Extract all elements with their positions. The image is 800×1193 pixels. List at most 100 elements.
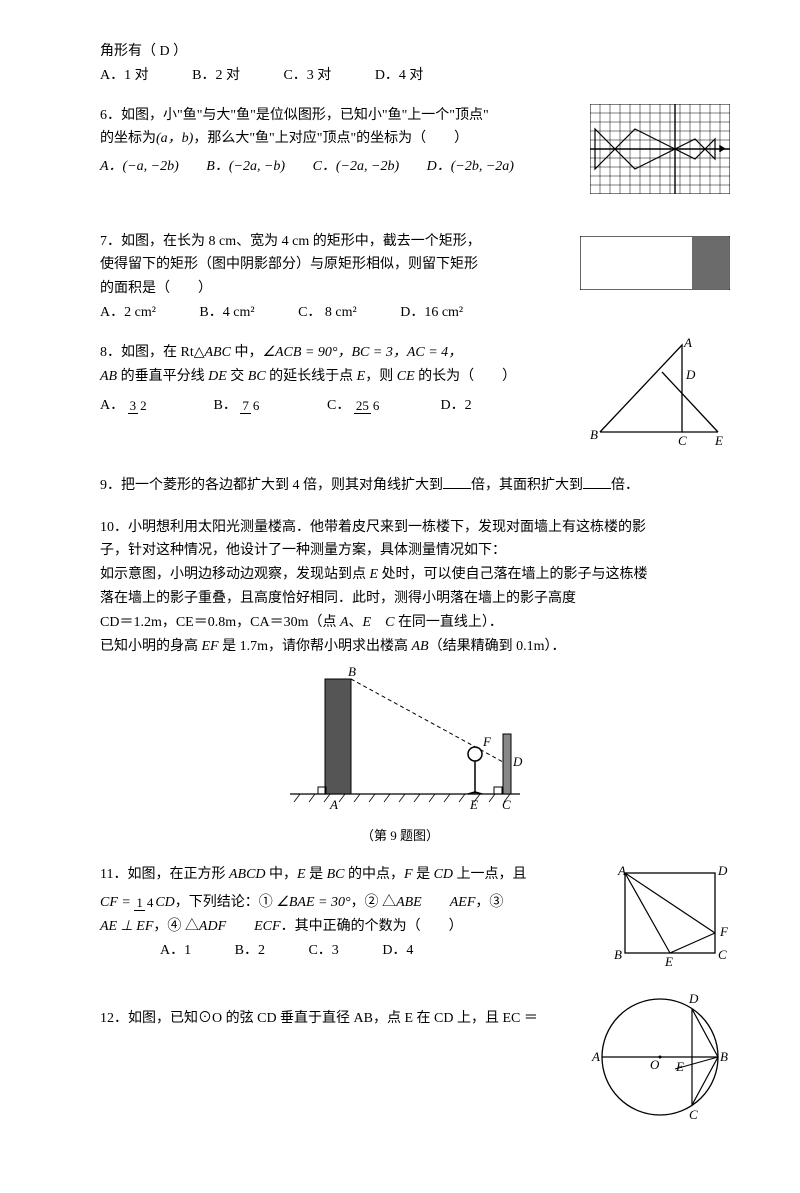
q11-fd: 4 xyxy=(145,895,156,910)
q11-aef: AEF xyxy=(450,895,476,910)
q11-cf: CF = xyxy=(100,895,134,910)
q11-bc: BC xyxy=(327,867,345,882)
q7-options: A．2 cm² B．4 cm² C． 8 cm² D．16 cm² xyxy=(100,301,700,325)
question-10: 10．小明想利用太阳光测量楼高．他带着皮尺来到一栋楼下，发现对面墙上有这栋楼的影… xyxy=(100,516,700,848)
q8-de: DE xyxy=(208,369,227,384)
q11-adf: ADF xyxy=(199,919,226,934)
q8-lblA: A xyxy=(683,337,692,350)
q10-l6p: （结果精确到 0.1m）． xyxy=(429,639,566,654)
q10-l5p: 在同一直线上）． xyxy=(394,615,503,630)
blank-2 xyxy=(583,474,611,489)
q6-opt-b: B．(−2a, −b) xyxy=(206,155,285,179)
q8-optB: B． 76 xyxy=(214,394,324,418)
q11-1a: 11．如图，在正方形 xyxy=(100,867,229,882)
q6-coord: (a，b) xyxy=(156,131,193,146)
q8-cn: 25 xyxy=(354,398,371,414)
q11-abcd: ABCD xyxy=(229,867,266,882)
q7-figure xyxy=(580,236,730,299)
q6-l2-post: ，那么大"鱼"上对应"顶点"的坐标为（ ） xyxy=(193,131,468,146)
q11-1f: 上一点，且 xyxy=(453,867,527,882)
q8-lblC: C xyxy=(678,433,687,447)
q8-la: A． xyxy=(100,398,124,413)
q7-opt-a: A．2 cm² xyxy=(100,301,156,325)
q11-cd: CD xyxy=(434,867,453,882)
q5-opt-a: A．1 对 xyxy=(100,64,149,88)
q10-l6a: 已知小明的身高 xyxy=(100,639,202,654)
q12O: O xyxy=(650,1057,660,1072)
q11-2c: ，③ xyxy=(475,895,503,910)
q11D: D xyxy=(717,863,728,878)
q10-l6AB: AB xyxy=(412,639,429,654)
q8-lb: B． xyxy=(214,398,237,413)
q9-a: 9．把一个菱形的各边都扩大到 4 倍，则其对角线扩大到 xyxy=(100,478,443,493)
q6-opt-c: C．(−2a, −2b) xyxy=(313,155,400,179)
q11-figure: A D B C E F xyxy=(610,863,730,977)
q10-l6m: 是 1.7m，请你帮小明求出楼高 xyxy=(219,639,412,654)
q5-options: A．1 对 B．2 对 C．3 对 D．4 对 xyxy=(100,64,700,88)
q10-l5E: E xyxy=(363,615,372,630)
q8-bc: BC xyxy=(248,369,266,384)
q11-1c: 是 xyxy=(306,867,327,882)
question-6: 6．如图，小"鱼"与大"鱼"是位似图形，已知小"鱼"上一个"顶点" 的坐标为(a… xyxy=(100,104,700,214)
q11-od: D．4 xyxy=(382,939,413,963)
q10-l6: 已知小明的身高 EF 是 1.7m，请你帮小明求出楼高 AB（结果精确到 0.1… xyxy=(100,635,700,659)
q10B: B xyxy=(348,664,356,679)
question-11: A D B C E F 11．如图，在正方形 ABCD 中，E 是 BC 的中点… xyxy=(100,863,700,983)
q11B: B xyxy=(614,947,622,962)
question-12: A B D C E O 12．如图，已知⊙O 的弦 CD 垂直于直径 AB，点 … xyxy=(100,1007,700,1137)
q10-l3E: E xyxy=(370,567,379,582)
q8-ang: ∠ACB = 90°，BC = 3，AC = 4， xyxy=(262,345,462,360)
q8-l2b: 交 xyxy=(227,369,248,384)
q10-l3b: 处时，可以使自己落在墙上的影子与这栋楼 xyxy=(378,567,648,582)
q10-figure-wrap: B A E C F D （第 9 题图） xyxy=(100,664,700,847)
q11C: C xyxy=(718,947,727,962)
q11-oc: C．3 xyxy=(308,939,338,963)
q5-opt-b: B．2 对 xyxy=(192,64,240,88)
q7-opt-b: B．4 cm² xyxy=(199,301,254,325)
rect-shade-icon xyxy=(580,236,730,290)
q8-lblE: E xyxy=(714,433,723,447)
q8-ad: 2 xyxy=(138,398,149,413)
q8-bn: 7 xyxy=(240,398,251,414)
q6-figure xyxy=(590,104,730,203)
exam-page: 角形有（ D ） A．1 对 B．2 对 C．3 对 D．4 对 xyxy=(0,0,800,1193)
q8-lblB: B xyxy=(590,427,598,442)
q11-ae: AE ⊥ EF xyxy=(100,919,153,934)
q11E: E xyxy=(664,954,673,968)
q8-l2c: 的延长线于点 xyxy=(266,369,357,384)
q5-stem: 角形有（ D ） xyxy=(100,40,700,64)
q8-l2a: 的垂直平分线 xyxy=(117,369,208,384)
q8-e: E xyxy=(357,369,366,384)
q12E: E xyxy=(675,1059,684,1074)
q11-3a: ，④ △ xyxy=(153,919,199,934)
q11-1e: 是 xyxy=(413,867,434,882)
q11-abe: ABE xyxy=(396,895,422,910)
q5-prefix: 角形有（ xyxy=(100,44,156,59)
q11-fn: 1 xyxy=(134,895,145,911)
q8-lblD: D xyxy=(685,367,696,382)
circle-chord-icon: A B D C E O xyxy=(590,987,730,1127)
question-5-tail: 角形有（ D ） A．1 对 B．2 对 C．3 对 D．4 对 xyxy=(100,40,700,88)
q11-2b: ，② △ xyxy=(351,895,397,910)
q11-e: E xyxy=(297,867,306,882)
q11-2a: ，下列结论：① xyxy=(175,895,277,910)
q12-figure: A B D C E O xyxy=(590,987,730,1136)
q8-optC: C． 256 xyxy=(327,394,437,418)
q5-answer: D xyxy=(160,44,170,59)
q10-l6EF: EF xyxy=(202,639,219,654)
q10-l2: 子，针对这种情况，他设计了一种测量方案，具体测量情况如下： xyxy=(100,539,700,563)
q8-figure: A B C D E xyxy=(590,337,730,456)
q5-opt-c: C．3 对 xyxy=(283,64,331,88)
q11A: A xyxy=(617,863,626,878)
q10-l3a: 如示意图，小明边移动边观察，发现站到点 xyxy=(100,567,370,582)
q10-l5: CD＝1.2m，CE＝0.8m，CA＝30m（点 A、E C 在同一直线上）． xyxy=(100,611,700,635)
q8-l2d: ，则 xyxy=(365,369,397,384)
q8-l2e: 的长为（ ） xyxy=(415,369,517,384)
q10-l5m: 、 xyxy=(349,615,363,630)
q10-l1: 10．小明想利用太阳光测量楼高．他带着皮尺来到一栋楼下，发现对面墙上有这栋楼的影 xyxy=(100,516,700,540)
q10-l3: 如示意图，小明边移动边观察，发现站到点 E 处时，可以使自己落在墙上的影子与这栋… xyxy=(100,563,700,587)
q10C: C xyxy=(502,797,511,812)
blank-1 xyxy=(443,474,471,489)
q11-ecf: ECF xyxy=(254,919,280,934)
q7-opt-d: D．16 cm² xyxy=(400,301,463,325)
